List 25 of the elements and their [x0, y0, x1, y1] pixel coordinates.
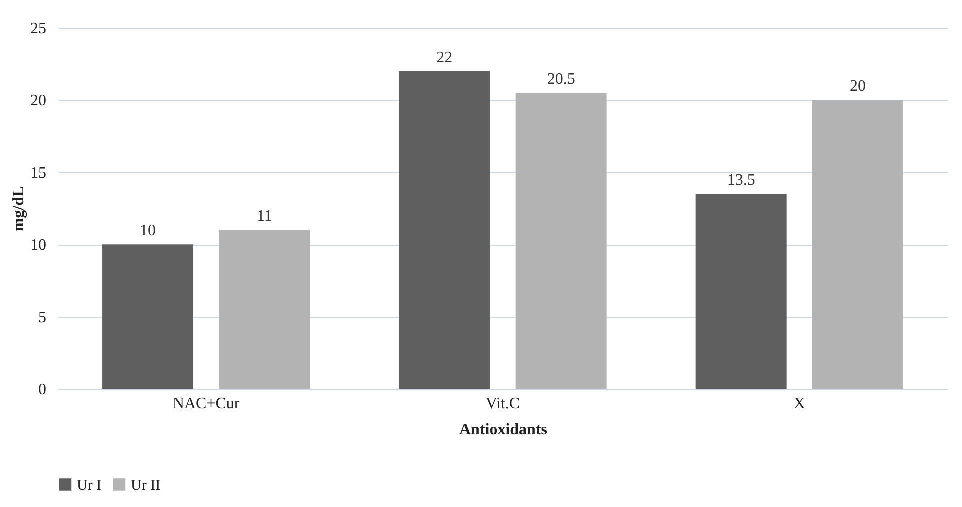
legend-label: Ur I [77, 478, 102, 494]
bar [696, 194, 787, 389]
data-label: 20.5 [547, 70, 576, 88]
bar [219, 230, 310, 389]
x-axis-title: Antioxidants [459, 422, 548, 438]
y-tick-label: 15 [30, 164, 46, 182]
x-tick-label: X [794, 396, 806, 412]
data-label: 20 [850, 78, 866, 96]
y-tick-label: 5 [38, 309, 46, 326]
x-tick-label: Vit.C [486, 396, 520, 412]
bar [812, 100, 904, 389]
legend-label: Ur II [131, 478, 161, 494]
data-label: 11 [256, 208, 272, 226]
y-tick-label: 10 [30, 237, 46, 254]
data-label: 13.5 [727, 172, 756, 190]
data-label: 10 [140, 222, 156, 240]
y-axis-title: mg/dL [10, 186, 28, 232]
y-tick-label: 20 [30, 92, 46, 110]
x-tick-label: NAC+Cur [172, 396, 240, 412]
bar [399, 71, 490, 389]
data-label: 22 [436, 49, 453, 66]
y-tick-label: 25 [30, 20, 46, 38]
bar [102, 244, 194, 389]
bar [516, 92, 607, 389]
y-tick-label: 0 [38, 382, 46, 398]
